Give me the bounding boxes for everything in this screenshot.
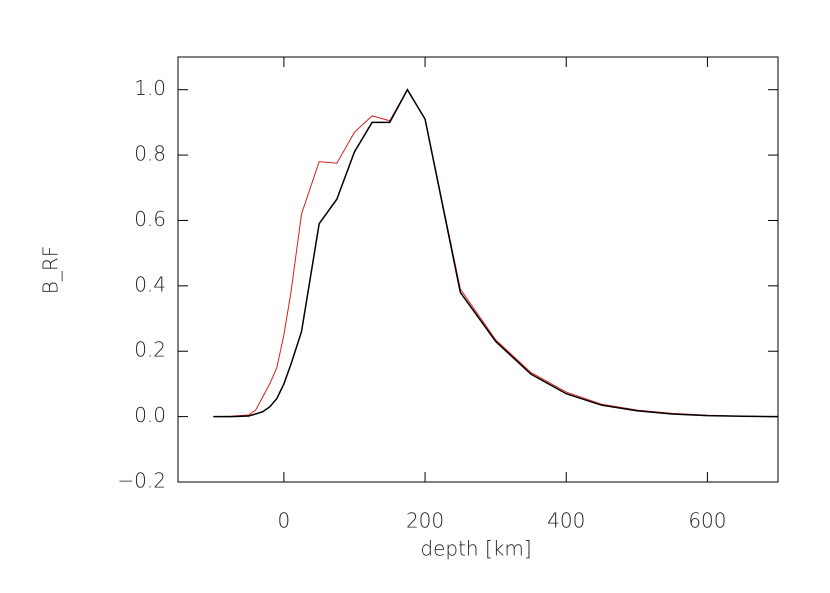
y-tick-label: 0.2 (134, 338, 166, 362)
x-tick-label: 600 (688, 509, 726, 533)
x-tick-label: 200 (406, 509, 444, 533)
data-line (213, 88, 779, 418)
x-tick-label: 0 (278, 509, 291, 533)
plot-frame (177, 56, 779, 483)
x-axis-label: depth [km] (420, 537, 531, 561)
y-tick-label: −0.2 (117, 469, 166, 493)
y-tick-label: 1.0 (134, 76, 166, 100)
y-tick-label: 0.6 (134, 207, 166, 231)
y-tick-label: 0.4 (134, 272, 166, 296)
y-tick-label: 0.8 (134, 142, 166, 166)
y-tick-label: 0.0 (134, 403, 166, 427)
x-tick-label: 400 (547, 509, 585, 533)
y-axis-label: B_RF (39, 246, 63, 295)
data-line (213, 88, 779, 418)
